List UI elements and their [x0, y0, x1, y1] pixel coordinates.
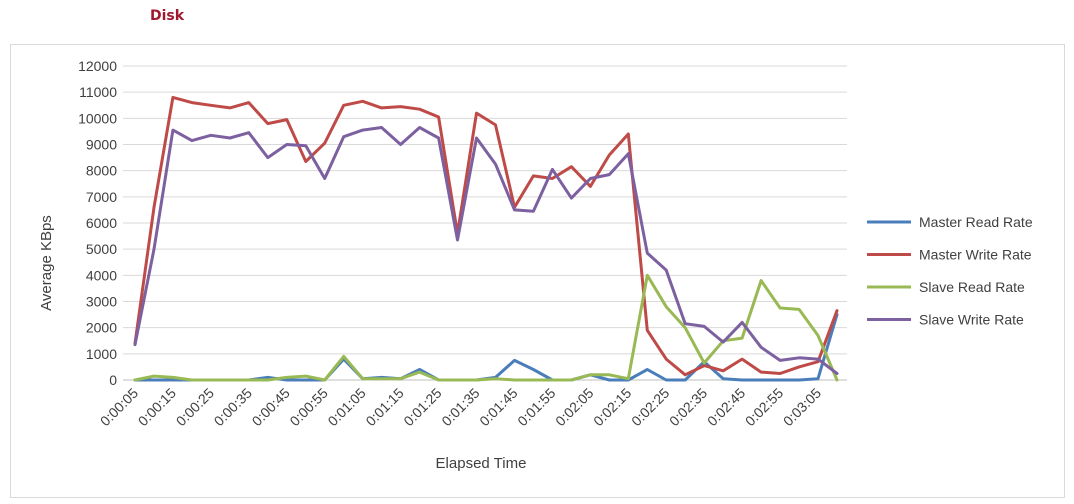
gridlines — [123, 65, 847, 381]
y-axis-ticks: 0 1000 2000 3000 4000 5000 6000 7000 8000 9000 100… — [78, 58, 117, 388]
x-tick-label: 0:02:05 — [552, 385, 596, 429]
y-tick-label: 12000 — [78, 58, 117, 74]
x-tick-label: 0:00:15 — [135, 385, 179, 429]
x-tick-label: 0:02:55 — [742, 385, 786, 429]
series-line-master-write-rate — [133, 95, 839, 377]
y-tick-label: 4000 — [86, 267, 117, 283]
x-tick-label: 0:02:35 — [666, 385, 710, 429]
y-tick-label: 2000 — [86, 320, 117, 336]
x-tick-label: 0:00:35 — [211, 385, 255, 429]
y-tick-label: 7000 — [86, 189, 117, 205]
y-tick-label: 10000 — [78, 110, 117, 126]
y-tick-label: 9000 — [86, 137, 117, 153]
legend-label: Master Read Rate — [919, 214, 1033, 230]
y-tick-label: 11000 — [79, 84, 117, 100]
legend: Master Read Rate Master Write Rate Slave R… — [867, 214, 1033, 328]
page-title: Disk — [150, 8, 185, 24]
x-tick-label: 0:01:15 — [362, 385, 406, 429]
x-axis-title: Elapsed Time — [436, 455, 527, 472]
x-tick-label: 0:00:45 — [249, 385, 293, 429]
series-line-master-read-rate — [133, 313, 839, 382]
x-tick-label: 0:02:45 — [704, 385, 748, 429]
x-tick-label: 0:00:25 — [173, 385, 217, 429]
x-tick-label: 0:02:15 — [590, 385, 634, 429]
x-tick-label: 0:00:55 — [287, 385, 331, 429]
line-chart: 0 1000 2000 3000 4000 5000 6000 7000 8000 9000 100… — [38, 58, 1033, 472]
y-tick-label: 0 — [109, 372, 117, 388]
legend-label: Master Write Rate — [919, 247, 1032, 263]
x-tick-label: 0:01:05 — [324, 385, 368, 429]
x-axis-ticks: 0:00:050:00:150:00:250:00:350:00:450:00:… — [97, 385, 825, 429]
y-tick-label: 1000 — [86, 346, 117, 362]
y-tick-label: 5000 — [86, 241, 117, 257]
y-axis-title: Average KBps — [38, 215, 55, 311]
legend-label: Slave Write Rate — [919, 312, 1024, 328]
x-tick-label: 0:03:05 — [780, 385, 824, 429]
x-tick-label: 0:00:05 — [97, 385, 141, 429]
legend-label: Slave Read Rate — [919, 279, 1025, 295]
y-tick-label: 6000 — [86, 215, 117, 231]
chart-frame: 0 1000 2000 3000 4000 5000 6000 7000 8000 9000 100… — [10, 44, 1065, 498]
x-tick-label: 0:01:35 — [438, 385, 482, 429]
series-line-slave-write-rate — [133, 126, 839, 375]
x-tick-label: 0:01:55 — [514, 385, 558, 429]
series-lines — [133, 95, 839, 382]
x-tick-label: 0:01:45 — [476, 385, 520, 429]
y-tick-label: 8000 — [86, 163, 117, 179]
x-tick-label: 0:02:25 — [628, 385, 672, 429]
y-tick-label: 3000 — [86, 294, 117, 310]
series-line-slave-read-rate — [133, 273, 839, 382]
x-tick-label: 0:01:25 — [400, 385, 444, 429]
